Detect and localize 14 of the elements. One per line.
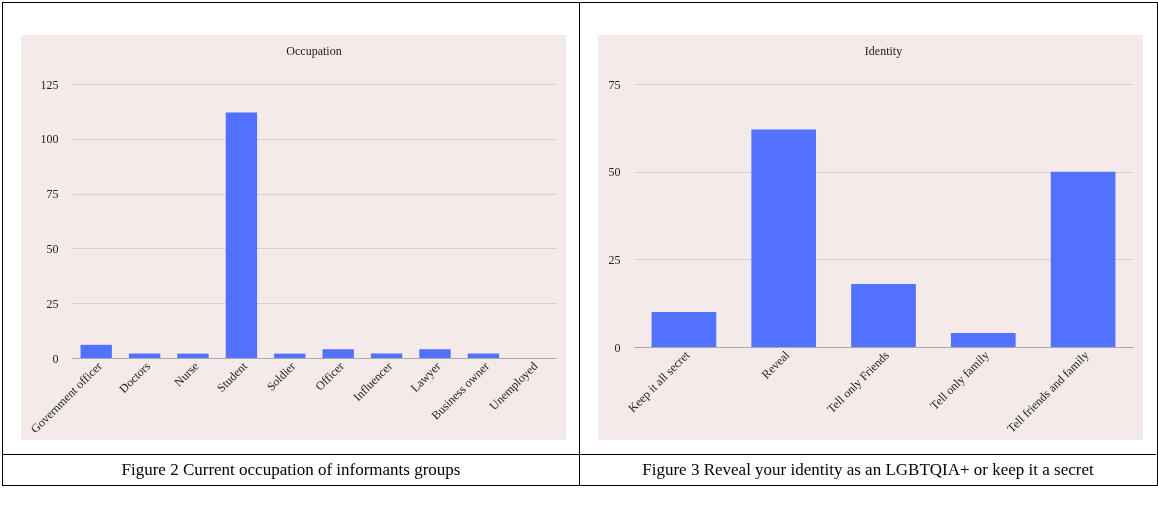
caption: Figure 3 Reveal your identity as an LGBTQIA+ or keep it a secret bbox=[641, 459, 1095, 481]
caption: Figure 2 Current occupation of informants groups bbox=[120, 459, 462, 481]
y-tick-label: 75 bbox=[46, 187, 59, 202]
y-tick-label: 50 bbox=[608, 165, 621, 180]
chart-title: Identity bbox=[864, 44, 903, 58]
y-tick-label: 100 bbox=[40, 132, 59, 147]
chart-title: Occupation bbox=[286, 44, 342, 58]
y-tick-label: 0 bbox=[52, 351, 59, 366]
y-tick-label: 25 bbox=[608, 252, 621, 267]
y-tick-label: 75 bbox=[608, 77, 621, 92]
y-tick-label: 25 bbox=[46, 296, 59, 311]
y-tick-label: 125 bbox=[40, 77, 59, 92]
y-tick-label: 50 bbox=[46, 241, 59, 256]
y-tick-label: 0 bbox=[614, 340, 621, 355]
